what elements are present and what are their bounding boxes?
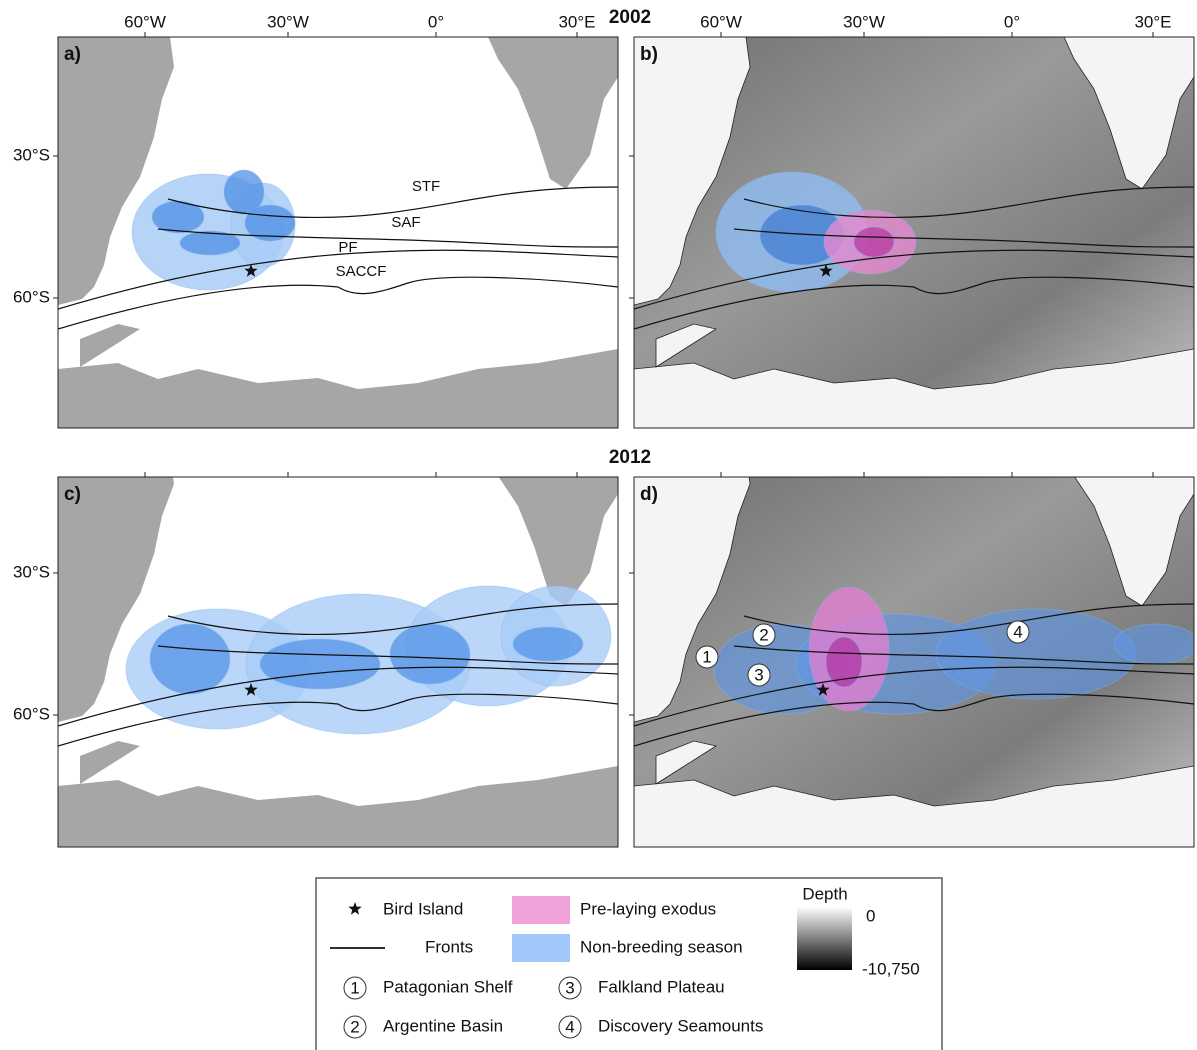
legend-feature-name: Argentine Basin [383, 1016, 503, 1035]
panel-label: b) [640, 44, 658, 65]
legend-label: Bird Island [383, 899, 463, 918]
lon-label: 30°E [558, 12, 595, 31]
depth-label: 0 [866, 906, 875, 925]
distribution-area [1114, 624, 1197, 664]
lon-label: 60°W [700, 12, 742, 31]
legend: Bird Island Fronts Pre-laying exodus Non… [316, 878, 942, 1050]
legend-feature-number: 2 [350, 1017, 359, 1036]
distribution-area [150, 624, 230, 694]
feature-number: 3 [754, 665, 763, 684]
front-label: SACCF [336, 263, 387, 280]
lat-label: 60°S [13, 704, 50, 723]
map-panel: b) 60°W 30°W 0° 30°E [629, 12, 1194, 437]
lon-label: 0° [1004, 12, 1020, 31]
lat-label: 60°S [13, 287, 50, 306]
map-content [58, 454, 618, 854]
legend-label: Non-breeding season [580, 937, 743, 956]
legend-feature-number: 4 [565, 1017, 574, 1036]
distribution-area [260, 639, 380, 689]
legend-feature-name: Patagonian Shelf [383, 977, 513, 996]
legend-label: Fronts [425, 937, 473, 956]
depth-colorbar [797, 907, 852, 970]
front-label: PF [338, 239, 357, 256]
distribution-area [390, 624, 470, 684]
feature-number: 4 [1013, 622, 1022, 641]
legend-feature-name: Discovery Seamounts [598, 1016, 763, 1035]
lon-label: 30°W [843, 12, 885, 31]
year-title: 2002 [609, 7, 651, 28]
lat-label: 30°S [13, 145, 50, 164]
legend-feature-number: 3 [565, 978, 574, 997]
feature-number: 2 [759, 625, 768, 644]
map-panel: STF SAF PF SACCF a) 60°W 30°W 0° 30°E 30°S 60°S [13, 12, 618, 437]
legend-swatch [512, 896, 570, 924]
map-content: STF SAF PF SACCF [58, 37, 618, 437]
depth-label: -10,750 [862, 959, 920, 978]
legend-swatch [512, 934, 570, 962]
lon-label: 60°W [124, 12, 166, 31]
panel-label: d) [640, 484, 658, 505]
legend-label: Pre-laying exodus [580, 899, 716, 918]
lon-label: 0° [428, 12, 444, 31]
lon-label: 30°E [1134, 12, 1171, 31]
panel-label: c) [64, 484, 81, 505]
panel-label: a) [64, 44, 81, 65]
distribution-area [854, 227, 894, 257]
depth-title: Depth [802, 884, 847, 903]
lon-label: 30°W [267, 12, 309, 31]
figure: 2002 2012 STFSAFPFSACCFa)60°W30°W0°30°E3… [0, 0, 1197, 1050]
map-content [634, 454, 1197, 854]
map-panel: c) 30°S 60°S [13, 454, 618, 854]
lat-label: 30°S [13, 562, 50, 581]
year-title: 2012 [609, 447, 651, 468]
front-label: SAF [391, 214, 420, 231]
distribution-area [936, 609, 1136, 699]
legend-feature-number: 1 [350, 978, 359, 997]
legend-feature-name: Falkland Plateau [598, 977, 725, 996]
feature-number: 1 [702, 647, 711, 666]
map-content [634, 37, 1194, 437]
front-label: STF [412, 178, 440, 195]
distribution-area [513, 627, 583, 661]
